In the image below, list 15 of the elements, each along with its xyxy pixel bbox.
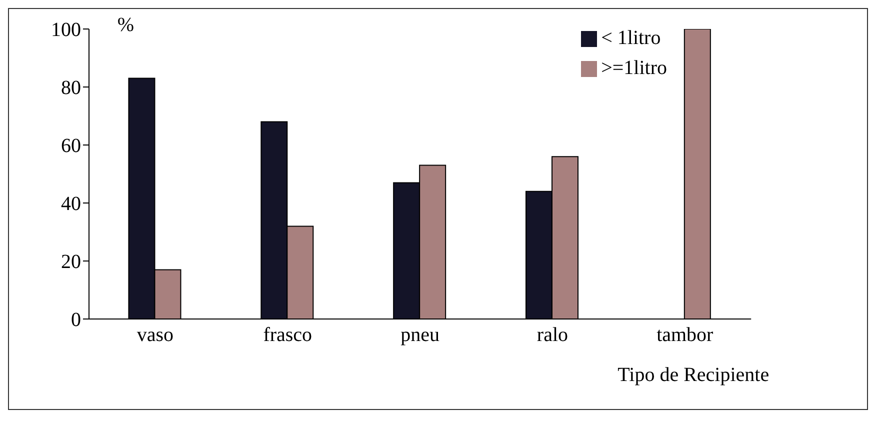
y-tick-label: 40: [61, 193, 81, 216]
y-tick-label: 100: [51, 19, 81, 42]
y-tick-label: 60: [61, 135, 81, 158]
y-tick-label: 80: [61, 77, 81, 100]
legend-label: < 1litro: [601, 27, 661, 49]
x-axis-title: Tipo de Recipiente: [618, 364, 770, 386]
x-tick-label: tambor: [656, 324, 714, 346]
y-tick-label: 0: [71, 309, 81, 332]
x-tick-label: vaso: [136, 324, 174, 346]
x-tick-label: frasco: [263, 324, 312, 346]
y-tick-label: 20: [61, 251, 81, 274]
legend-label: >=1litro: [601, 57, 667, 79]
x-tick-label: pneu: [400, 324, 440, 346]
y-axis-title: %: [117, 14, 134, 36]
x-tick-label: ralo: [536, 324, 568, 346]
